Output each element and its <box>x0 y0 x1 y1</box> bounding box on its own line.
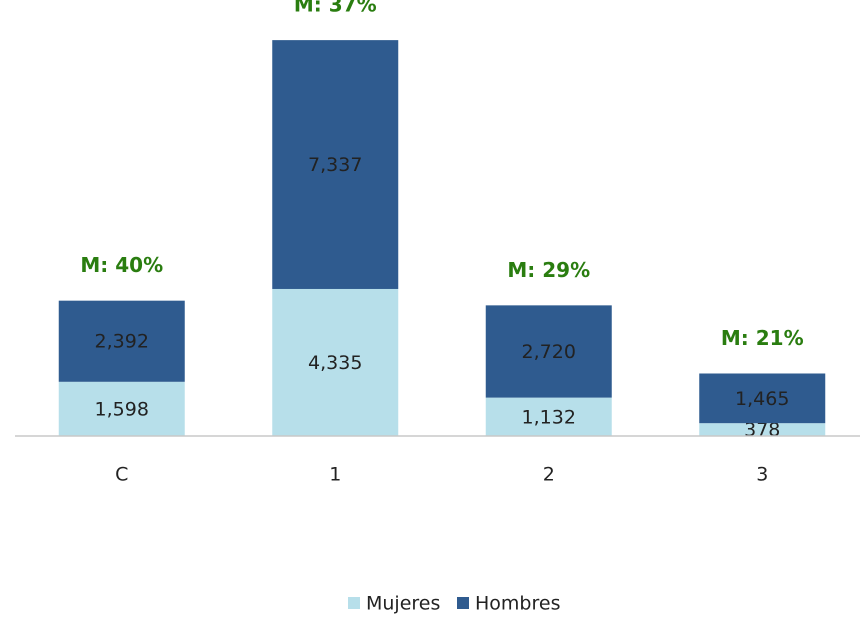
x-tick-label: 3 <box>756 464 768 486</box>
annotation: M: 29% <box>507 258 590 282</box>
bar-segment <box>272 40 399 289</box>
x-tick-label: 1 <box>329 464 341 486</box>
value-label: 1,465 <box>735 388 789 410</box>
x-tick-label: C <box>115 464 128 486</box>
legend-label: Mujeres <box>366 593 440 615</box>
value-label: 2,720 <box>522 341 576 363</box>
value-label: 7,337 <box>308 154 362 176</box>
annotation: M: 37% <box>294 0 377 17</box>
bar-segment <box>699 423 826 436</box>
bar-segment <box>699 373 826 424</box>
bar-segment <box>485 305 612 398</box>
bar-segment <box>58 300 185 382</box>
value-label: 1,132 <box>522 406 576 428</box>
x-tick-label: 2 <box>543 464 555 486</box>
bar-segment <box>485 397 612 436</box>
legend-swatch <box>457 597 469 609</box>
value-label: 2,392 <box>95 331 149 353</box>
legend-swatch <box>348 597 360 609</box>
bar-segment <box>58 381 185 436</box>
legend-label: Hombres <box>475 593 560 615</box>
annotation: M: 21% <box>721 326 804 350</box>
value-label: 4,335 <box>308 352 362 374</box>
annotation: M: 40% <box>80 253 163 277</box>
bar-segment <box>272 288 399 436</box>
value-label: 1,598 <box>95 398 149 420</box>
